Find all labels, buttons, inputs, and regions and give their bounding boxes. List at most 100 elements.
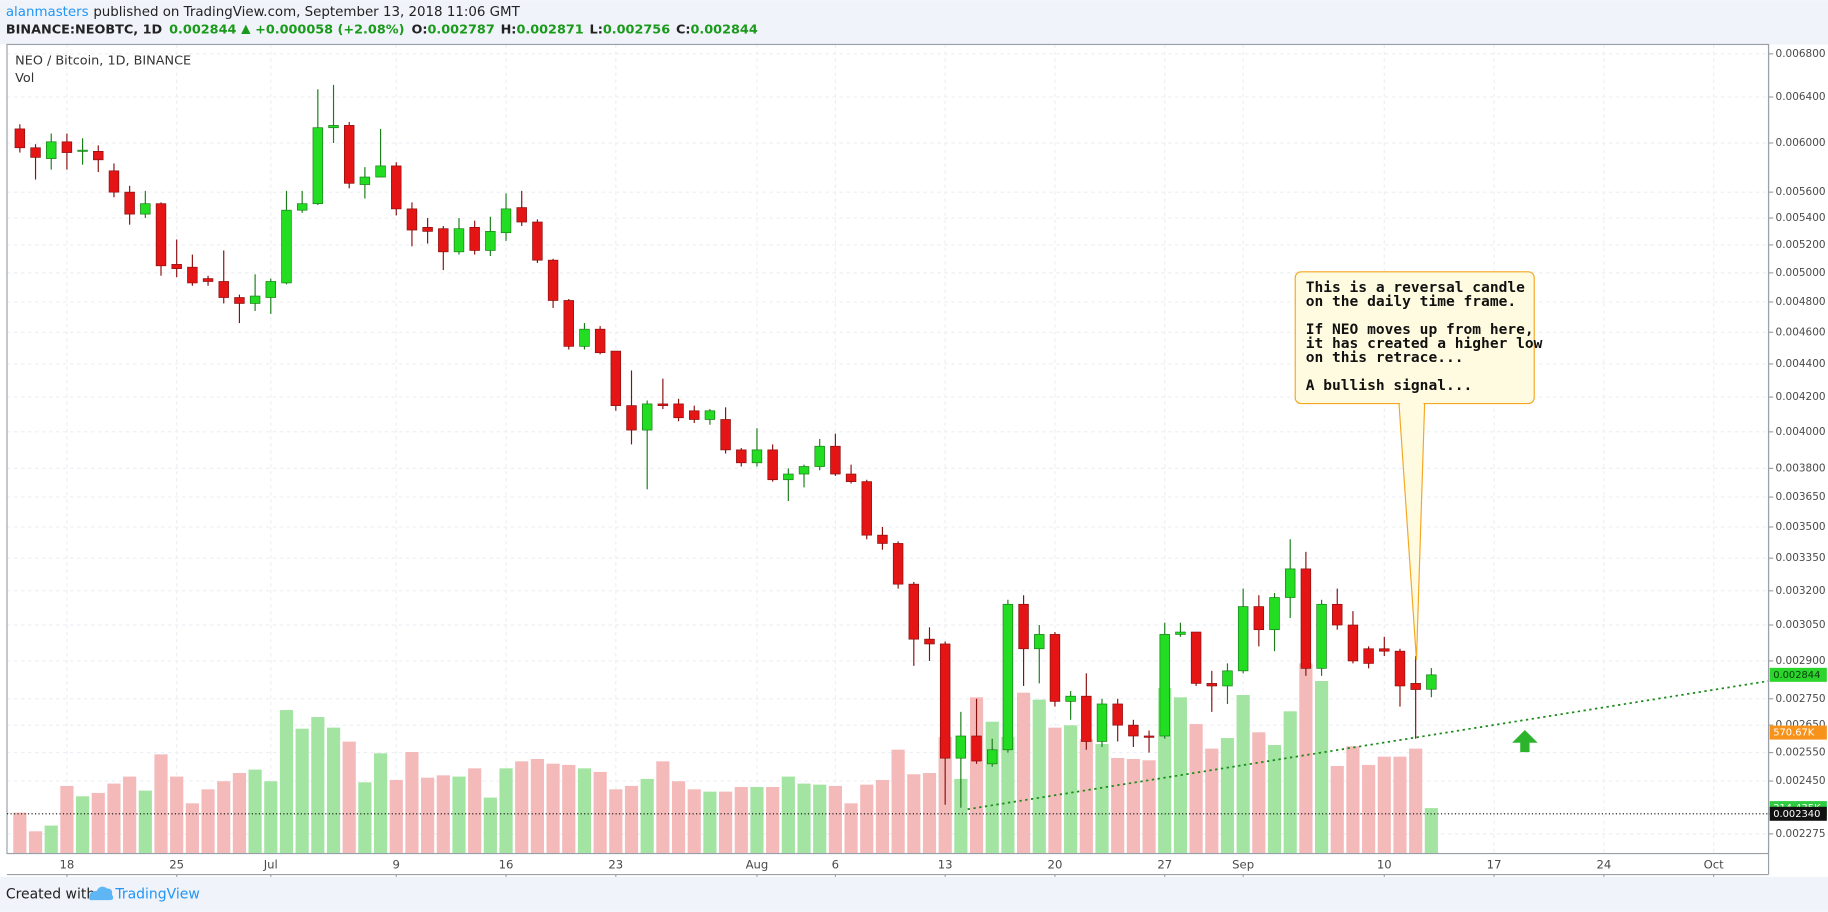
candle-body	[281, 209, 292, 284]
volume-bar	[279, 710, 294, 854]
c-label: C:	[676, 22, 691, 37]
footer-brand[interactable]: TradingView	[114, 886, 199, 902]
volume-bar	[91, 792, 105, 854]
volume-bar	[499, 768, 513, 854]
volume-bar	[248, 769, 262, 854]
y-tick-label: 0.004000	[1776, 426, 1826, 438]
volume-bar	[875, 779, 890, 854]
y-tick-label: 0.004600	[1776, 326, 1826, 338]
volume-bar	[232, 772, 247, 854]
volume-bar	[593, 771, 607, 854]
y-tick-label: 0.002750	[1776, 693, 1826, 705]
volume-bar	[1377, 756, 1391, 854]
candle-body	[1363, 648, 1374, 664]
candle-body	[563, 300, 574, 347]
header-bg	[0, 0, 1828, 45]
brand-icon	[89, 886, 114, 901]
candle-body	[453, 228, 465, 253]
candle-body	[610, 350, 622, 406]
candle-body	[77, 149, 88, 152]
author[interactable]: alanmasters	[6, 5, 89, 20]
volume-bar	[1126, 759, 1140, 854]
volume-bar	[577, 768, 592, 854]
candle-body	[202, 278, 214, 282]
symbol: BINANCE:NEOBTC, 1D	[6, 22, 162, 37]
candle-body	[1253, 606, 1265, 631]
candle-body	[1190, 631, 1202, 684]
volume-bar	[1236, 694, 1250, 854]
volume-bar	[76, 796, 90, 854]
volume-bar	[170, 776, 184, 854]
volume-bar	[107, 783, 121, 854]
candle-body	[892, 543, 904, 585]
volume-bar	[1346, 746, 1360, 854]
x-tick-label: 9	[393, 858, 400, 872]
y-tick-label: 0.002900	[1776, 655, 1826, 667]
y-tick-label: 0.003650	[1776, 491, 1826, 503]
candle-body	[594, 328, 606, 354]
volume-bar	[373, 753, 388, 854]
candle-body	[1394, 650, 1406, 687]
volume-bar	[656, 761, 670, 854]
x-tick-label: 24	[1596, 858, 1611, 872]
candle-body	[375, 165, 386, 178]
volume-bar	[624, 785, 639, 854]
last-price-tag: 0.002844	[1773, 670, 1820, 681]
volume-ma-tag-bg	[1769, 725, 1827, 740]
candle-body	[626, 405, 637, 431]
x-tick-label: Sep	[1232, 858, 1254, 872]
y-tick-label: 0.002450	[1776, 775, 1826, 787]
x-tick-label: Aug	[746, 858, 769, 872]
y-tick-label: 0.003350	[1776, 552, 1826, 564]
candle-body	[234, 297, 245, 304]
candle-body	[657, 403, 669, 406]
candle-body	[939, 643, 951, 759]
candle-body	[1049, 634, 1061, 702]
candle-body	[265, 281, 276, 298]
candle-body	[1332, 603, 1343, 626]
y-tick-label: 0.004400	[1776, 358, 1826, 370]
y-tick-label: 0.004800	[1776, 296, 1826, 308]
volume-bar	[687, 789, 701, 854]
x-tick-label: 13	[938, 858, 953, 872]
candle-body	[438, 228, 449, 253]
candle-body	[124, 191, 135, 215]
volume-bar	[154, 754, 168, 854]
candle-body	[359, 176, 371, 185]
volume-bar	[1424, 808, 1438, 854]
candle-body	[1112, 703, 1123, 726]
y-tick-label: 0.002550	[1776, 747, 1826, 759]
volume-bar	[797, 783, 811, 854]
x-tick-label: 25	[169, 858, 184, 872]
volume-bar	[1283, 711, 1297, 854]
candle-body	[830, 445, 841, 475]
volume-bar	[217, 781, 231, 854]
callout-join	[1400, 401, 1424, 405]
candle-body	[1379, 648, 1390, 652]
price-line-tag: 0.002340	[1773, 809, 1820, 820]
price-line-tag-bg	[1769, 806, 1827, 821]
up-arrow[interactable]	[1512, 729, 1538, 753]
candle-body	[343, 125, 355, 184]
trend-line[interactable]	[967, 680, 1769, 811]
change: +0.000058 (+2.08%)	[255, 22, 404, 37]
candle-body	[751, 449, 763, 464]
callout-line: If NEO moves up from here,	[1306, 321, 1534, 338]
last: 0.002844	[169, 22, 236, 37]
volume-bar	[562, 764, 576, 854]
volume-bar	[60, 785, 74, 854]
candle-body	[1018, 603, 1029, 650]
candle-body	[187, 266, 198, 284]
candle-body	[1096, 703, 1108, 742]
volume-bar	[1048, 727, 1062, 854]
volume-bar	[468, 768, 482, 854]
candle-body	[955, 735, 967, 759]
y-tick-label: 0.006800	[1776, 48, 1826, 60]
candle-body	[673, 403, 684, 419]
volume-bar	[138, 790, 152, 854]
x-tick-label: Jul	[263, 858, 278, 872]
candles	[14, 84, 1437, 808]
volume-bar	[1079, 739, 1093, 854]
volume-bar	[640, 778, 654, 854]
